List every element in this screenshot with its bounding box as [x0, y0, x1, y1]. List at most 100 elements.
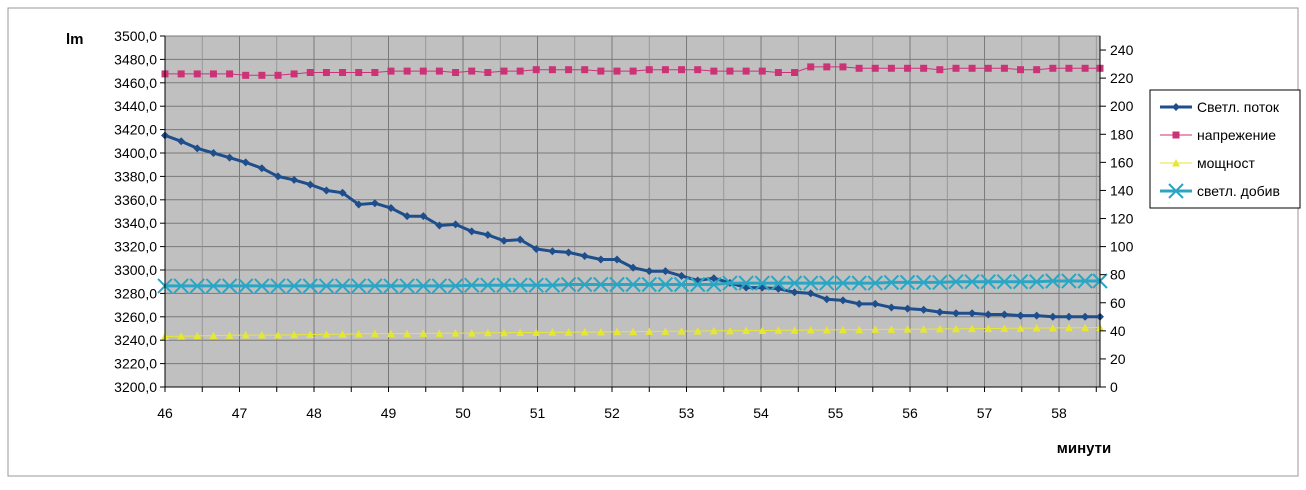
data-point [419, 212, 428, 221]
data-point [645, 267, 654, 276]
data-point [274, 71, 282, 79]
data-point [302, 278, 318, 294]
y-left-tick-label: 3380,0 [114, 168, 157, 184]
data-point [209, 70, 217, 78]
data-point [354, 200, 363, 209]
data-point [980, 273, 996, 290]
data-point [596, 327, 605, 336]
data-point [968, 324, 977, 333]
legend-item: Светл. поток [1160, 99, 1280, 115]
data-point [1033, 66, 1041, 74]
data-point [786, 275, 803, 291]
data-point [274, 331, 283, 339]
data-point [177, 70, 185, 78]
y-right-tick-label: 100 [1110, 239, 1134, 255]
data-point [306, 180, 315, 189]
data-point [306, 69, 314, 77]
x-tick-label: 46 [157, 405, 173, 421]
data-point [1064, 312, 1073, 321]
data-point [435, 67, 443, 75]
data-point [851, 275, 867, 291]
grid-layer [164, 35, 1100, 388]
data-point [693, 327, 702, 335]
y-left-tick-label: 3400,0 [114, 145, 157, 161]
series-2 [161, 63, 1104, 79]
data-point [742, 67, 750, 75]
data-point [386, 203, 395, 212]
data-point [984, 64, 992, 72]
data-point [903, 325, 912, 333]
data-point [657, 276, 674, 293]
data-point [290, 175, 299, 184]
data-point [209, 331, 218, 340]
x-tick-label: 53 [679, 405, 695, 421]
data-point [774, 326, 783, 334]
data-point [221, 278, 238, 294]
data-point [467, 329, 476, 337]
data-point [919, 305, 928, 314]
data-point [225, 331, 234, 339]
data-point [1016, 311, 1025, 320]
data-point [1081, 64, 1089, 72]
data-point [270, 278, 286, 294]
data-point [322, 186, 331, 195]
data-point [867, 275, 883, 291]
data-point [177, 332, 186, 340]
data-point [371, 69, 379, 77]
data-point [855, 325, 864, 334]
data-point [1016, 324, 1025, 332]
data-point [968, 309, 977, 318]
data-point [855, 299, 864, 308]
data-point [758, 326, 767, 335]
y-left-tick-label: 3360,0 [114, 192, 157, 208]
y-unit-label: lm [66, 31, 84, 48]
data-point [338, 330, 347, 338]
data-point [322, 69, 330, 77]
data-point [242, 71, 250, 79]
data-point [532, 244, 541, 253]
data-point [483, 328, 492, 337]
data-point [480, 277, 496, 293]
data-point [257, 331, 266, 339]
data-point [399, 278, 415, 294]
data-point [758, 67, 766, 75]
legend-label: светл. добив [1197, 183, 1280, 199]
data-point [516, 235, 525, 244]
data-point [952, 64, 960, 72]
data-point [1081, 312, 1090, 321]
data-point [725, 326, 734, 335]
data-point [516, 328, 525, 337]
data-point [241, 331, 250, 339]
data-point [565, 66, 573, 74]
data-point [1048, 312, 1057, 321]
data-point [823, 63, 831, 71]
y-left-tick-label: 3220,0 [114, 356, 157, 372]
data-point [629, 67, 637, 75]
data-point [887, 303, 896, 312]
data-point [903, 304, 912, 313]
y-left-tick-label: 3420,0 [114, 122, 157, 138]
series-layer [157, 63, 1108, 340]
data-point [306, 330, 315, 338]
data-point [706, 276, 722, 293]
y-right-tick-label: 120 [1110, 211, 1134, 227]
legend-item: светл. добив [1160, 183, 1280, 199]
data-point [951, 309, 960, 318]
data-point [560, 276, 577, 293]
x-tick-label: 54 [753, 405, 769, 421]
data-point [645, 66, 653, 74]
data-point [350, 278, 367, 294]
y-right-tick-label: 0 [1110, 379, 1118, 395]
data-point [806, 325, 815, 334]
data-point [726, 67, 734, 75]
data-point [935, 324, 944, 333]
series-3 [161, 323, 1104, 340]
y-left-tick-label: 3440,0 [114, 98, 157, 114]
y-right-tick-label: 80 [1110, 267, 1126, 283]
data-point [370, 329, 379, 338]
data-point [1045, 273, 1061, 289]
data-point [403, 329, 412, 338]
data-point [564, 248, 573, 257]
data-point [1061, 273, 1077, 289]
data-point [661, 327, 670, 335]
